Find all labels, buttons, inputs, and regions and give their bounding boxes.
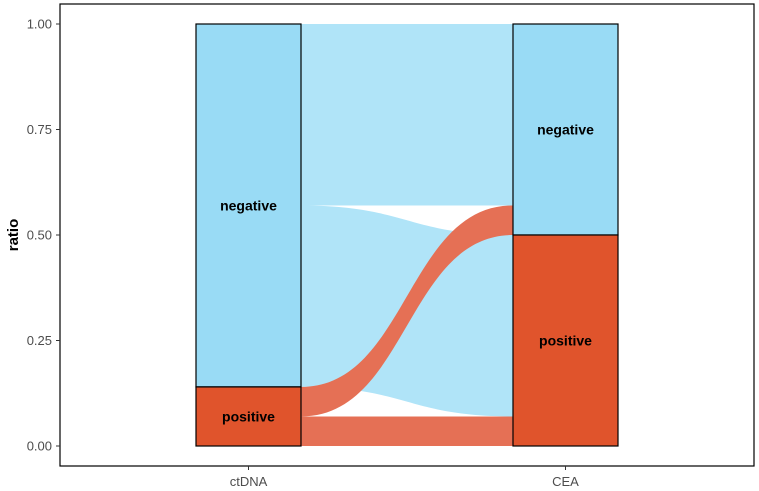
x-tick-label-ctdna: ctDNA <box>230 474 268 489</box>
y-tick-label: 0.00 <box>27 439 52 454</box>
stratum-label-cea-positive: positive <box>539 333 592 349</box>
flow-positive-to-positive <box>301 416 513 446</box>
stratum-label-ctdna-negative: negative <box>220 197 277 213</box>
stratum-cea-positive <box>512 234 619 447</box>
flow-negative-to-negative <box>301 24 513 206</box>
y-tick-label: 0.50 <box>27 228 52 243</box>
stratum-ctdna-negative <box>195 23 302 388</box>
y-axis: 0.00 0.25 0.50 0.75 1.00 <box>27 17 60 454</box>
flow-positive-to-negative <box>301 205 513 417</box>
flows-layer <box>301 24 513 446</box>
x-tick-label-cea: CEA <box>552 474 579 489</box>
stratum-label-ctdna-positive: positive <box>222 408 275 424</box>
x-axis: ctDNA CEA <box>230 466 579 489</box>
stratum-label-cea-negative: negative <box>537 122 594 138</box>
strata-layer: negative positive negative positive <box>195 23 619 447</box>
stratum-ctdna-positive <box>195 386 302 447</box>
y-axis-title: ratio <box>5 219 22 252</box>
y-tick-label: 0.75 <box>27 122 52 137</box>
y-tick-label: 0.25 <box>27 333 52 348</box>
stratum-cea-negative <box>512 23 619 236</box>
y-tick-label: 1.00 <box>27 17 52 32</box>
